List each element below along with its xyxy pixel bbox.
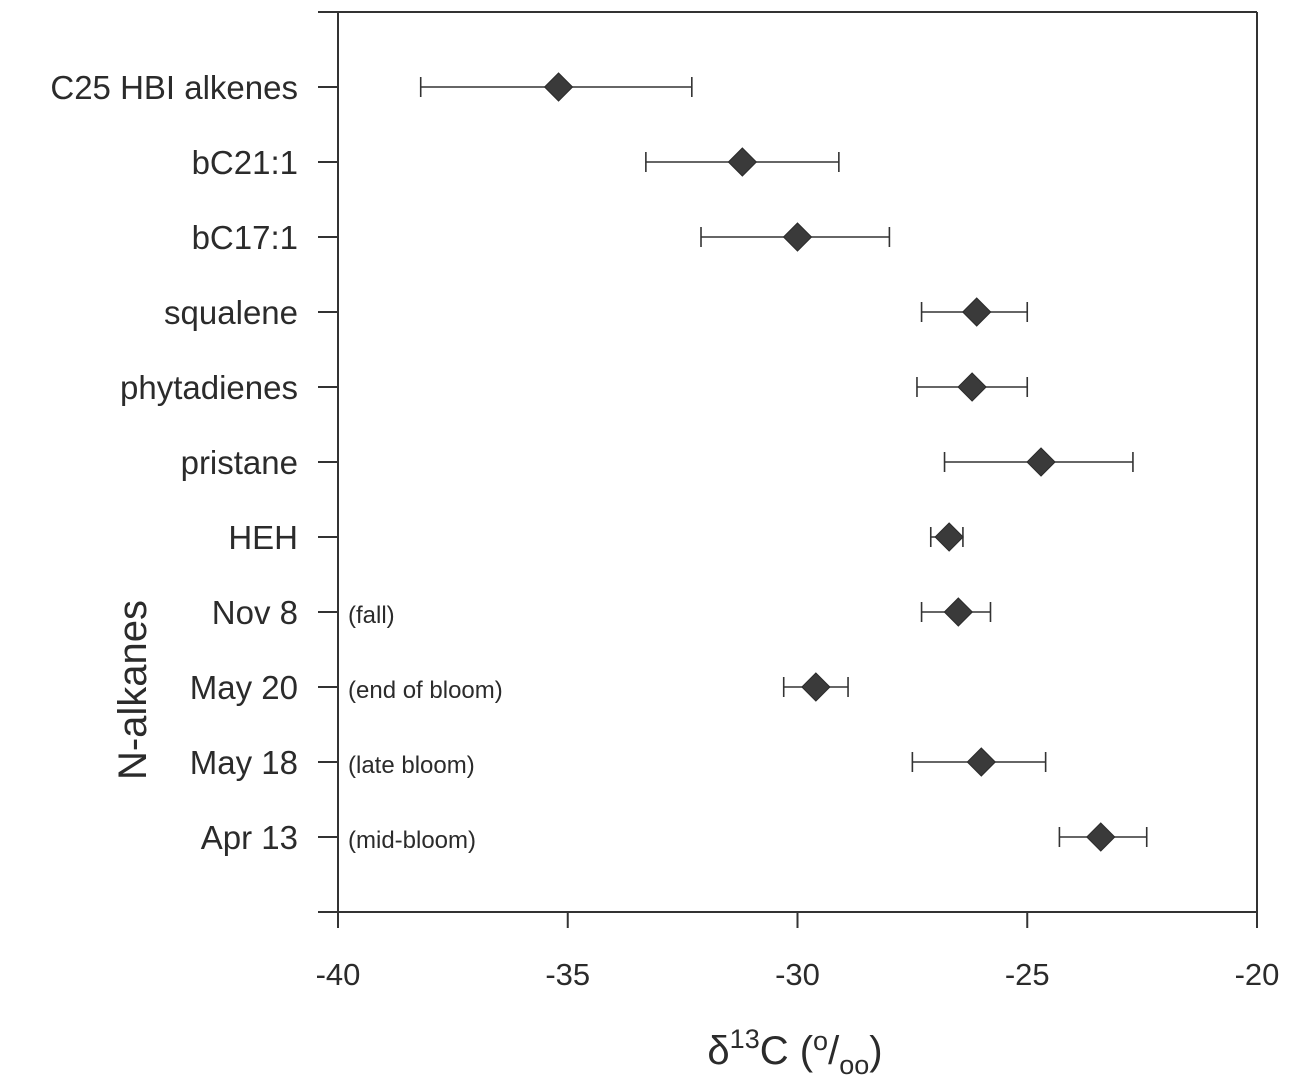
data-point-diamond [957, 372, 987, 402]
x-tick-label: -35 [545, 957, 590, 992]
category-label: bC17:1 [192, 219, 298, 256]
data-point-diamond [727, 147, 758, 177]
data-point-diamond [934, 522, 964, 552]
category-note: (fall) [348, 602, 395, 629]
x-tick-label: -20 [1235, 957, 1280, 992]
x-axis-title: δ13C (o/oo) [707, 1024, 882, 1080]
y-axis-title: N-alkanes [111, 600, 155, 780]
category-label: May 18 [190, 744, 298, 781]
x-tick-label: -25 [1005, 957, 1050, 992]
data-point-diamond [1086, 822, 1116, 852]
category-label: Nov 8 [212, 594, 298, 631]
data-point-diamond [801, 672, 831, 702]
x-axis-tick-labels: -40 -35 -30 -25 -20 [316, 957, 1280, 992]
data-point-diamond [543, 72, 574, 102]
x-tick-label: -40 [316, 957, 361, 992]
category-label: squalene [164, 294, 298, 331]
y-axis-ticks [318, 86, 338, 838]
category-label: phytadienes [120, 369, 298, 406]
category-label: C25 HBI alkenes [50, 69, 298, 106]
category-label: May 20 [190, 669, 298, 706]
x-tick-label: -30 [775, 957, 820, 992]
category-label: Apr 13 [201, 819, 298, 856]
data-point-diamond [943, 597, 974, 627]
data-point-diamond [782, 222, 813, 252]
data-point-diamond [966, 747, 997, 777]
data-point-diamond [1026, 447, 1056, 477]
data-markers [543, 72, 1116, 852]
category-label: bC21:1 [192, 144, 298, 181]
data-point-diamond [961, 297, 992, 327]
x-axis-ticks [337, 912, 1258, 928]
category-note: (late bloom) [348, 752, 475, 779]
note-labels: (fall) (end of bloom) (late bloom) (mid-blo… [348, 602, 503, 854]
category-labels: C25 HBI alkenes bC21:1 bC17:1 squalene phyta… [50, 69, 298, 856]
category-label: pristane [181, 444, 298, 481]
category-note: (end of bloom) [348, 677, 503, 704]
category-label: HEH [228, 519, 298, 556]
category-note: (mid-bloom) [348, 827, 476, 854]
